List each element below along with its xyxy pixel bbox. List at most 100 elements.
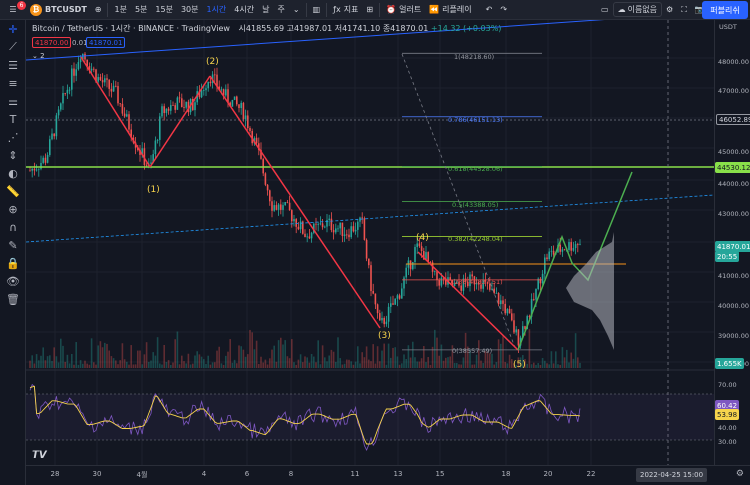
menu-button[interactable]: ☰ <box>0 0 26 20</box>
candle-body <box>541 273 544 284</box>
rsi-band <box>26 394 714 440</box>
volume-bar <box>196 351 198 368</box>
timeframe-dropdown[interactable]: ⌄ <box>289 0 304 20</box>
compare-button[interactable]: ⊕ <box>91 0 106 20</box>
volume-bar <box>95 364 97 368</box>
magnet-tool[interactable]: ∩ <box>0 218 26 236</box>
timeframe-5m[interactable]: 5분 <box>134 5 148 14</box>
candle-body <box>46 154 49 163</box>
volume-bar <box>299 354 302 368</box>
candle-body <box>123 113 126 117</box>
fib-tool[interactable]: ⚌ <box>0 92 26 110</box>
pattern-tool[interactable]: ⋰ <box>0 128 26 146</box>
ruler-tool[interactable]: 📏 <box>0 182 26 200</box>
fib-label-0618: 0.618(44528.06) <box>448 165 503 173</box>
measure-tool[interactable]: ⇕ <box>0 146 26 164</box>
publish-button[interactable]: 퍼블리쉬 <box>702 1 748 19</box>
sell-button[interactable]: 41870.00 <box>32 37 72 48</box>
time-tick: 15 <box>435 470 445 478</box>
volume-bar <box>341 364 344 368</box>
indicators-label: 지표 <box>343 5 359 14</box>
candle-body <box>225 89 227 96</box>
templates-button[interactable]: ⊞ <box>362 0 377 20</box>
chart-pane[interactable]: Bitcoin / TetherUS · 1시간 · BINANCE · Tra… <box>26 20 714 465</box>
text-tool[interactable]: T <box>0 110 26 128</box>
candle-body <box>154 140 157 155</box>
candles-icon: ▥ <box>312 5 321 14</box>
time-axis[interactable]: 28 30 4월 4 6 8 11 13 15 18 20 22 2022-04… <box>26 465 750 485</box>
layers-toggle[interactable]: ⌄ 2 <box>32 52 45 60</box>
candle-body <box>40 162 42 169</box>
axis-settings-button[interactable]: ⚙ <box>736 469 744 479</box>
timeframe-15m[interactable]: 15분 <box>155 5 173 14</box>
timeframe-week[interactable]: 주 <box>277 5 285 14</box>
timeframe-30m[interactable]: 30분 <box>180 5 199 14</box>
timeframe-4h[interactable]: 4시간 <box>234 5 255 14</box>
candle-body <box>570 242 572 251</box>
candle-body <box>530 299 533 317</box>
redo-button[interactable]: ↷ <box>496 0 511 20</box>
alert-button[interactable]: ⏰ 얼러트 <box>382 0 425 20</box>
snapshot-button[interactable]: 📷 <box>691 0 709 20</box>
forecast-tool[interactable]: ◐ <box>0 164 26 182</box>
candle-body <box>552 250 555 255</box>
candle-body <box>442 277 445 279</box>
volume-bar <box>350 361 352 368</box>
hide-drawings[interactable]: 👁 <box>0 272 26 290</box>
candle-body <box>365 239 368 259</box>
layout-name-button[interactable]: ☁ 이름없음 <box>612 2 663 17</box>
remove-drawings[interactable]: 🗑 <box>0 290 26 308</box>
symbol-search[interactable]: ₿ BTCUSDT <box>26 0 91 20</box>
price-scale[interactable]: USDT 48000.00 47000.00 46052.89 45000.00… <box>714 20 750 465</box>
candle-body <box>284 202 286 206</box>
timeframe-1m[interactable]: 1분 <box>114 5 127 14</box>
timeframe-1h[interactable]: 1시간 <box>206 5 227 14</box>
lock-tool[interactable]: ✎ <box>0 236 26 254</box>
candle-body <box>53 133 55 137</box>
volume-bar <box>480 360 482 368</box>
volume-bar <box>577 357 579 368</box>
candle-body <box>75 69 77 76</box>
channel-tool[interactable]: ≡ <box>0 74 26 92</box>
candle-body <box>79 59 82 63</box>
volume-bar <box>409 357 412 368</box>
crosshair-tool[interactable]: ✛ <box>0 20 26 38</box>
volume-bar <box>209 364 212 368</box>
tradingview-logo[interactable]: 𝙏𝙑 <box>32 450 47 461</box>
settings-button[interactable]: ⚙ <box>662 0 677 20</box>
volume-bar <box>282 344 284 368</box>
currency-label[interactable]: USDT <box>719 23 737 31</box>
candle-body <box>467 281 469 287</box>
timeframe-day[interactable]: 날 <box>262 5 270 14</box>
candle-body <box>77 62 80 70</box>
candle-body <box>297 226 300 230</box>
volume-bar <box>176 331 179 368</box>
volume-bar <box>458 364 460 368</box>
volume-bar <box>222 364 225 368</box>
lock-drawings[interactable]: 🔒 <box>0 254 26 272</box>
candle-body <box>458 281 460 286</box>
fullscreen-button[interactable]: ⛶ <box>677 0 691 20</box>
chart-type-button[interactable]: ▥ <box>309 0 325 20</box>
chart-canvas[interactable] <box>26 20 714 465</box>
horizontal-line-tool[interactable]: ☰ <box>0 56 26 74</box>
volume-bar <box>79 360 82 368</box>
volume-bar <box>53 347 55 368</box>
volume-bar <box>128 364 130 368</box>
layout-button[interactable]: ▭ <box>597 0 613 20</box>
rsi-ma-marker: 53.98 <box>715 409 740 420</box>
zoom-tool[interactable]: ⊕ <box>0 200 26 218</box>
candle-body <box>126 114 128 117</box>
buy-button[interactable]: 41870.01 <box>86 37 126 48</box>
undo-button[interactable]: ↶ <box>482 0 497 20</box>
pattern-icon: ⋰ <box>7 130 19 144</box>
indicators-button[interactable]: ƒx 지표 <box>329 0 362 20</box>
volume-bar <box>214 362 216 368</box>
replay-button[interactable]: ⏪ 리플레이 <box>425 0 475 20</box>
trendline-tool[interactable]: ⟋ <box>0 38 26 56</box>
volume-bar <box>436 337 438 368</box>
candle-body <box>203 90 205 91</box>
volume-bar <box>154 355 157 368</box>
candle-body <box>348 234 350 238</box>
volume-bar <box>346 359 348 368</box>
